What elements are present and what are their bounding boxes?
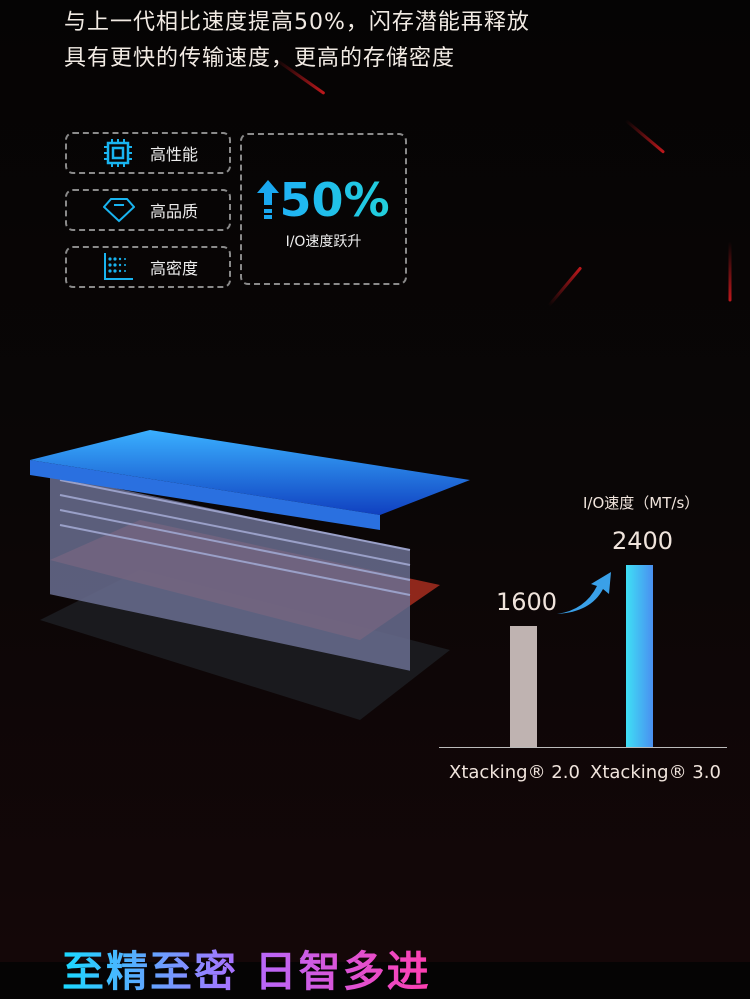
feature-label: 高品质: [150, 202, 199, 221]
io-speed-highlight: 50% I/O速度跃升: [240, 133, 407, 285]
headline-line-1: 与上一代相比速度提高50%，闪存潜能再释放: [64, 10, 530, 35]
decor-streak: [728, 241, 732, 302]
arrow-up-icon: [257, 180, 280, 219]
feature-high-density: 高密度: [65, 246, 231, 288]
nand-3d-illustration: [30, 430, 470, 720]
x-axis-line: [439, 747, 727, 748]
x-tick-label: Xtacking® 2.0: [449, 762, 580, 783]
bar-xtacking-2: [510, 625, 537, 747]
headline-line-2: 具有更快的传输速度，更高的存储密度: [64, 46, 456, 71]
x-tick-label: Xtacking® 3.0: [590, 762, 721, 783]
decor-streak: [547, 266, 583, 307]
data-label-xtacking-2: 1600: [496, 587, 558, 616]
data-label-xtacking-3: 2400: [612, 527, 674, 555]
feature-high-performance: 高性能: [65, 132, 231, 174]
speed-increase-caption: I/O速度跃升: [285, 234, 362, 250]
bar-xtacking-3: [626, 565, 653, 747]
diamond-icon: [103, 198, 135, 223]
chip-icon: [104, 139, 132, 167]
density-grid-icon: [104, 253, 133, 280]
growth-arrow-icon: [557, 572, 611, 614]
feature-label: 高性能: [150, 145, 199, 164]
feature-high-quality: 高品质: [65, 189, 231, 231]
speed-increase-value: 50%: [279, 173, 390, 227]
chart-title: I/O速度（MT/s）: [583, 494, 700, 512]
feature-label: 高密度: [150, 259, 199, 278]
section-title: 至精至密 日智多进: [62, 938, 431, 999]
decor-streak: [624, 119, 666, 154]
